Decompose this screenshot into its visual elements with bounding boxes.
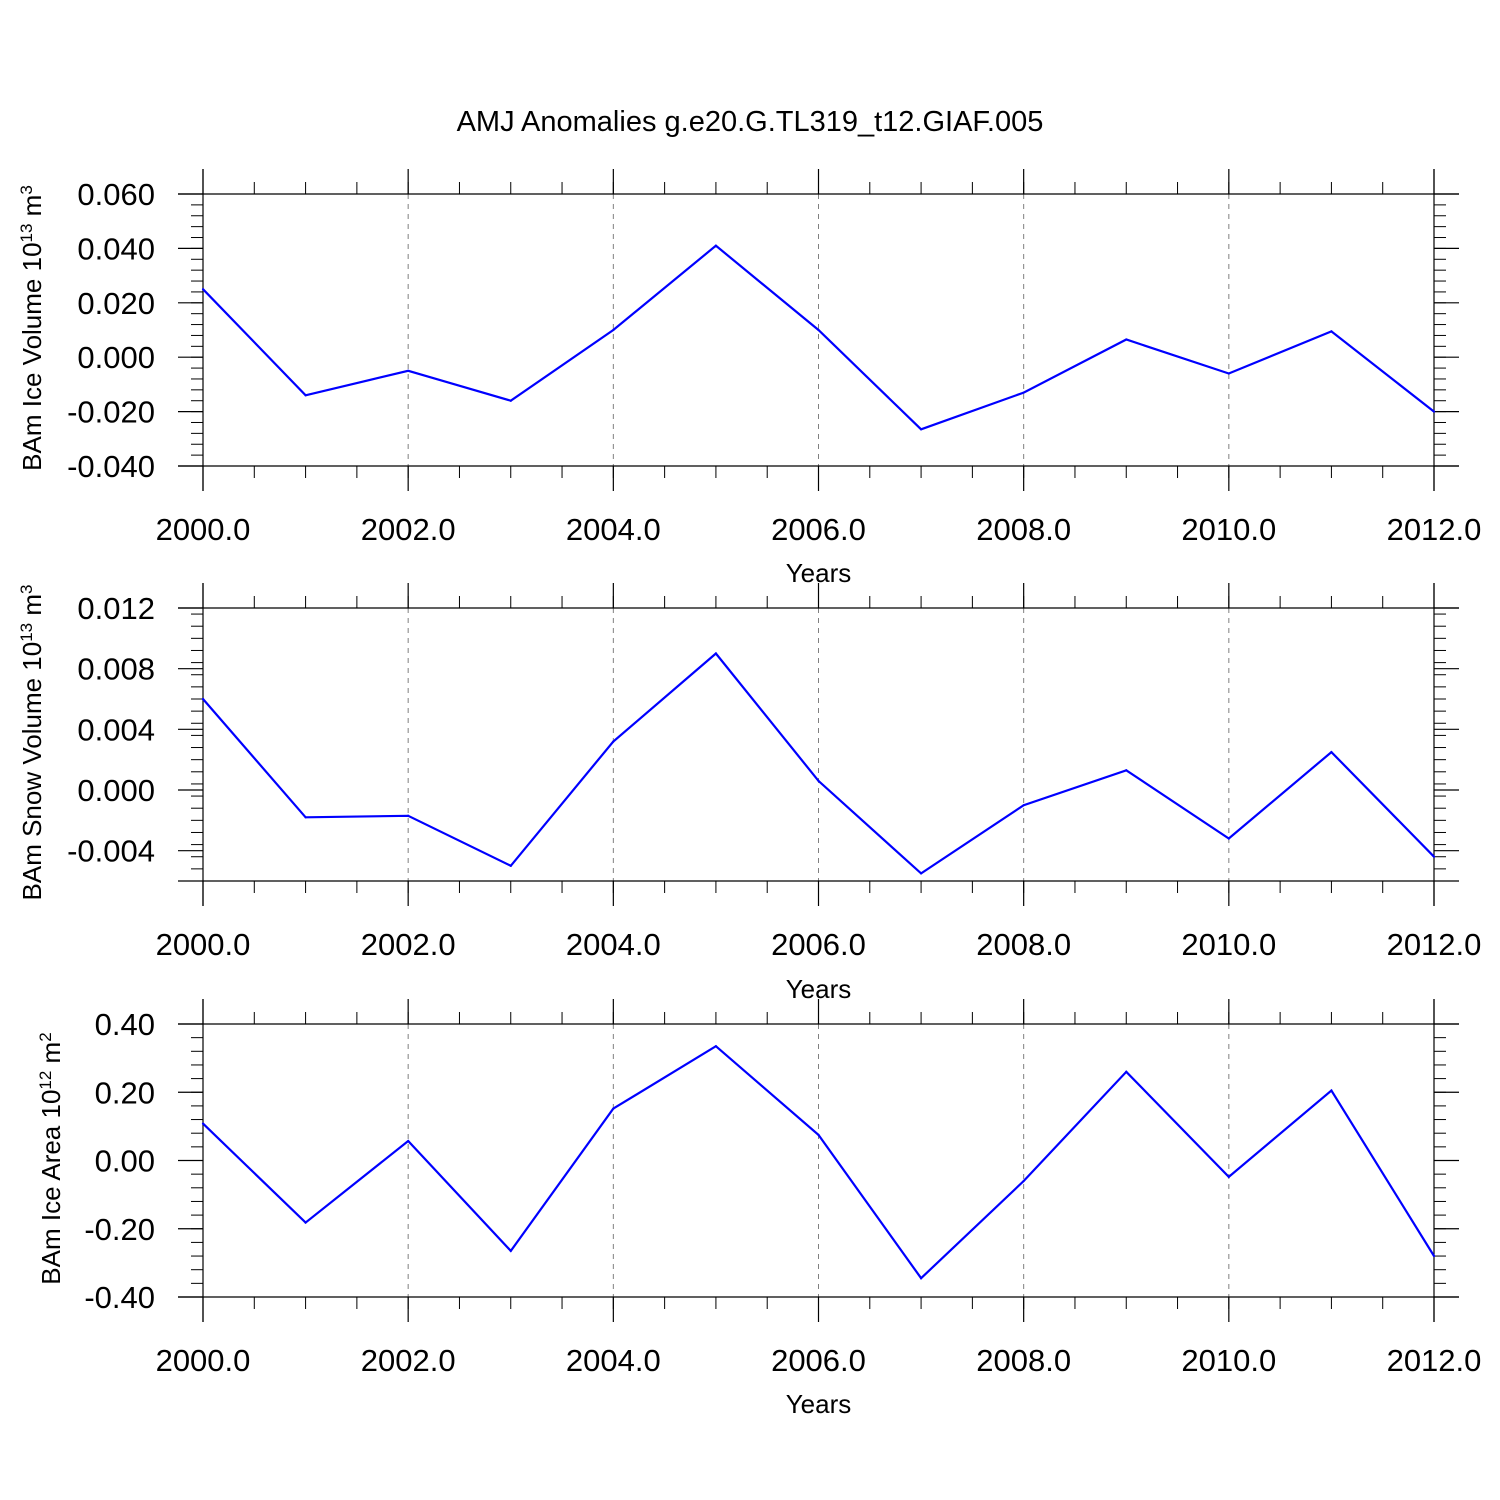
data-point: [817, 328, 820, 332]
x-tick-label: 2004.0: [566, 512, 661, 547]
x-tick-label: 2010.0: [1181, 1343, 1276, 1378]
y-axis-label: BAm Snow Volume 1013 m3: [17, 585, 48, 901]
y-axis-label-part: BAm Snow Volume 10: [17, 642, 47, 901]
data-point: [1330, 330, 1333, 333]
x-tick-label: 2006.0: [771, 1343, 866, 1378]
y-axis-label-superscript: 3: [17, 185, 36, 194]
y-tick-label: 0.00: [95, 1144, 155, 1179]
data-point: [407, 814, 410, 817]
y-axis-label-part: m: [17, 594, 47, 623]
data-point: [509, 864, 512, 867]
x-tick-label: 2006.0: [771, 927, 866, 962]
x-tick-label: 2010.0: [1181, 512, 1276, 547]
x-tick-label: 2004.0: [566, 927, 661, 962]
y-axis-label-superscript: 3: [17, 585, 36, 594]
y-tick-label: 0.000: [77, 340, 155, 375]
x-tick-label: 2012.0: [1387, 512, 1482, 547]
data-point: [1227, 372, 1230, 375]
data-point: [1330, 1089, 1333, 1092]
y-tick-label: 0.040: [77, 231, 155, 266]
y-tick-label: -0.004: [67, 834, 155, 869]
y-axis-label-part: m: [36, 1042, 66, 1071]
data-point: [612, 740, 615, 743]
data-point: [1125, 769, 1128, 772]
x-tick-label: 2008.0: [976, 1343, 1071, 1378]
data-point: [1330, 750, 1333, 754]
data-point: [612, 1107, 615, 1110]
y-tick-label: 0.012: [77, 591, 155, 626]
y-tick-label: -0.040: [67, 449, 155, 484]
data-point: [1227, 837, 1230, 840]
y-tick-label: 0.060: [77, 177, 155, 212]
y-tick-label: 0.20: [95, 1075, 155, 1110]
data-point: [201, 288, 205, 291]
data-point: [1022, 804, 1025, 807]
figure-title: AMJ Anomalies g.e20.G.TL319_t12.GIAF.005: [457, 106, 1044, 138]
data-point: [1227, 1175, 1230, 1178]
y-tick-label: 0.000: [77, 773, 155, 808]
x-tick-label: 2002.0: [361, 1343, 456, 1378]
x-tick-label: 2010.0: [1181, 927, 1276, 962]
data-point: [509, 1249, 512, 1253]
data-point: [817, 779, 820, 783]
data-point: [817, 1133, 820, 1137]
y-axis-label-superscript: 12: [36, 1071, 55, 1090]
data-point: [1125, 1070, 1128, 1073]
data-point: [1432, 855, 1436, 858]
y-tick-label: 0.004: [77, 712, 155, 747]
data-point: [1022, 1179, 1025, 1183]
y-tick-label: -0.020: [67, 395, 155, 430]
data-point: [919, 428, 923, 431]
data-point: [714, 244, 718, 247]
x-tick-label: 2000.0: [156, 512, 251, 547]
x-tick-label: 2012.0: [1387, 1343, 1482, 1378]
x-tick-label: 2002.0: [361, 512, 456, 547]
data-point: [714, 652, 718, 655]
data-point: [304, 816, 307, 819]
y-axis-label-superscript: 13: [17, 224, 36, 243]
x-tick-label: 2004.0: [566, 1343, 661, 1378]
chart-panel-1: -0.040 -0.020 0.000 0.020 0.040 0.060 2000.0 20…: [17, 169, 1482, 588]
y-axis-label: BAm Ice Area 1012 m2: [36, 1032, 67, 1284]
data-point: [612, 328, 615, 332]
y-tick-label: -0.20: [84, 1212, 155, 1247]
data-point: [407, 1139, 410, 1143]
data-point: [1432, 410, 1436, 413]
series-line: [202, 1044, 1435, 1280]
data-point: [407, 369, 410, 372]
x-tick-label: 2000.0: [156, 927, 251, 962]
data-point: [201, 697, 205, 701]
y-axis-label-part: BAm Ice Area 10: [36, 1090, 66, 1285]
data-point: [1432, 1254, 1436, 1258]
y-axis-label-part: m: [17, 195, 47, 224]
data-point: [1022, 391, 1025, 394]
data-point: [304, 394, 307, 397]
y-axis-label: BAm Ice Volume 1013 m3: [17, 185, 48, 471]
y-axis-label-superscript: 2: [36, 1032, 55, 1041]
x-axis-label: Years: [786, 1389, 852, 1419]
data-point: [304, 1221, 307, 1224]
x-tick-label: 2008.0: [976, 927, 1071, 962]
chart-panel-3: -0.40 -0.20 0.00 0.20 0.40 2000.0 2002.0 2004.0…: [36, 999, 1482, 1419]
x-tick-label: 2000.0: [156, 1343, 251, 1378]
data-point: [714, 1045, 718, 1048]
data-point: [919, 872, 923, 875]
data-point: [919, 1277, 923, 1280]
data-point: [201, 1122, 205, 1125]
x-tick-label: 2008.0: [976, 512, 1071, 547]
y-tick-label: 0.40: [95, 1007, 155, 1042]
y-tick-label: 0.020: [77, 286, 155, 321]
x-tick-label: 2012.0: [1387, 927, 1482, 962]
data-point: [1125, 338, 1128, 341]
y-axis-label-part: BAm Ice Volume 10: [17, 242, 47, 470]
data-point: [509, 399, 512, 402]
x-tick-label: 2002.0: [361, 927, 456, 962]
y-axis-label-superscript: 13: [17, 623, 36, 642]
x-tick-label: 2006.0: [771, 512, 866, 547]
y-tick-label: 0.008: [77, 652, 155, 687]
y-tick-label: -0.40: [84, 1280, 155, 1315]
chart-panel-2: -0.004 0.000 0.004 0.008 0.012 2000.0 2002.0 20…: [17, 583, 1482, 1004]
